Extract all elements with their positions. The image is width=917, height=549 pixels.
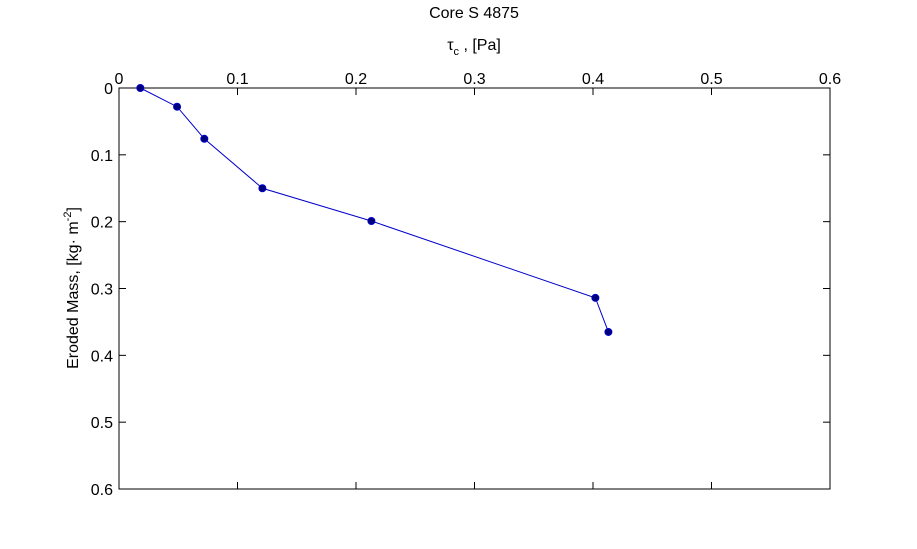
y-tick-label: 0.2 bbox=[91, 215, 113, 232]
x-tick-label: 0.3 bbox=[463, 71, 485, 88]
y-tick-label: 0.5 bbox=[91, 415, 113, 432]
x-tick-label: 0.4 bbox=[582, 71, 604, 88]
y-tick-label: 0.4 bbox=[91, 348, 113, 365]
x-axis-label: τc , [Pa] bbox=[447, 37, 501, 58]
data-point bbox=[258, 184, 267, 193]
data-point bbox=[200, 134, 209, 143]
y-label-end: ] bbox=[65, 207, 82, 211]
x-tick-label: 0.2 bbox=[345, 71, 367, 88]
chart-title: Core S 4875 bbox=[429, 5, 519, 22]
data-point bbox=[136, 84, 145, 92]
y-tick-label: 0 bbox=[104, 81, 113, 98]
y-label-superscript: -2 bbox=[62, 212, 74, 222]
x-tick-label: 0 bbox=[115, 71, 124, 88]
data-point bbox=[367, 216, 376, 225]
y-tick-label: 0.1 bbox=[91, 148, 113, 165]
x-tick-label: 0.6 bbox=[819, 71, 841, 88]
data-point bbox=[604, 327, 613, 336]
x-label-symbol: τ bbox=[447, 37, 454, 54]
x-tick-label: 0.5 bbox=[700, 71, 722, 88]
data-point bbox=[591, 293, 600, 302]
x-label-subscript: c bbox=[454, 46, 460, 58]
data-point bbox=[173, 102, 182, 111]
x-label-rest: , [Pa] bbox=[459, 37, 501, 54]
y-tick-label: 0.3 bbox=[91, 282, 113, 299]
y-axis-label: Eroded Mass, [kg· m-2] bbox=[62, 207, 82, 369]
y-label-text: Eroded Mass, [kg· m bbox=[65, 221, 82, 369]
x-tick-label: 0.1 bbox=[226, 71, 248, 88]
y-tick-label: 0.6 bbox=[91, 482, 113, 499]
